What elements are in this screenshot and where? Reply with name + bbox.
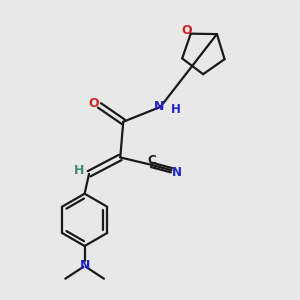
Text: O: O bbox=[182, 24, 193, 37]
Text: H: H bbox=[74, 164, 84, 177]
Text: N: N bbox=[172, 166, 182, 179]
Text: N: N bbox=[154, 100, 165, 113]
Text: N: N bbox=[80, 259, 90, 272]
Text: O: O bbox=[88, 97, 99, 110]
Text: H: H bbox=[171, 103, 181, 116]
Text: C: C bbox=[147, 154, 156, 167]
